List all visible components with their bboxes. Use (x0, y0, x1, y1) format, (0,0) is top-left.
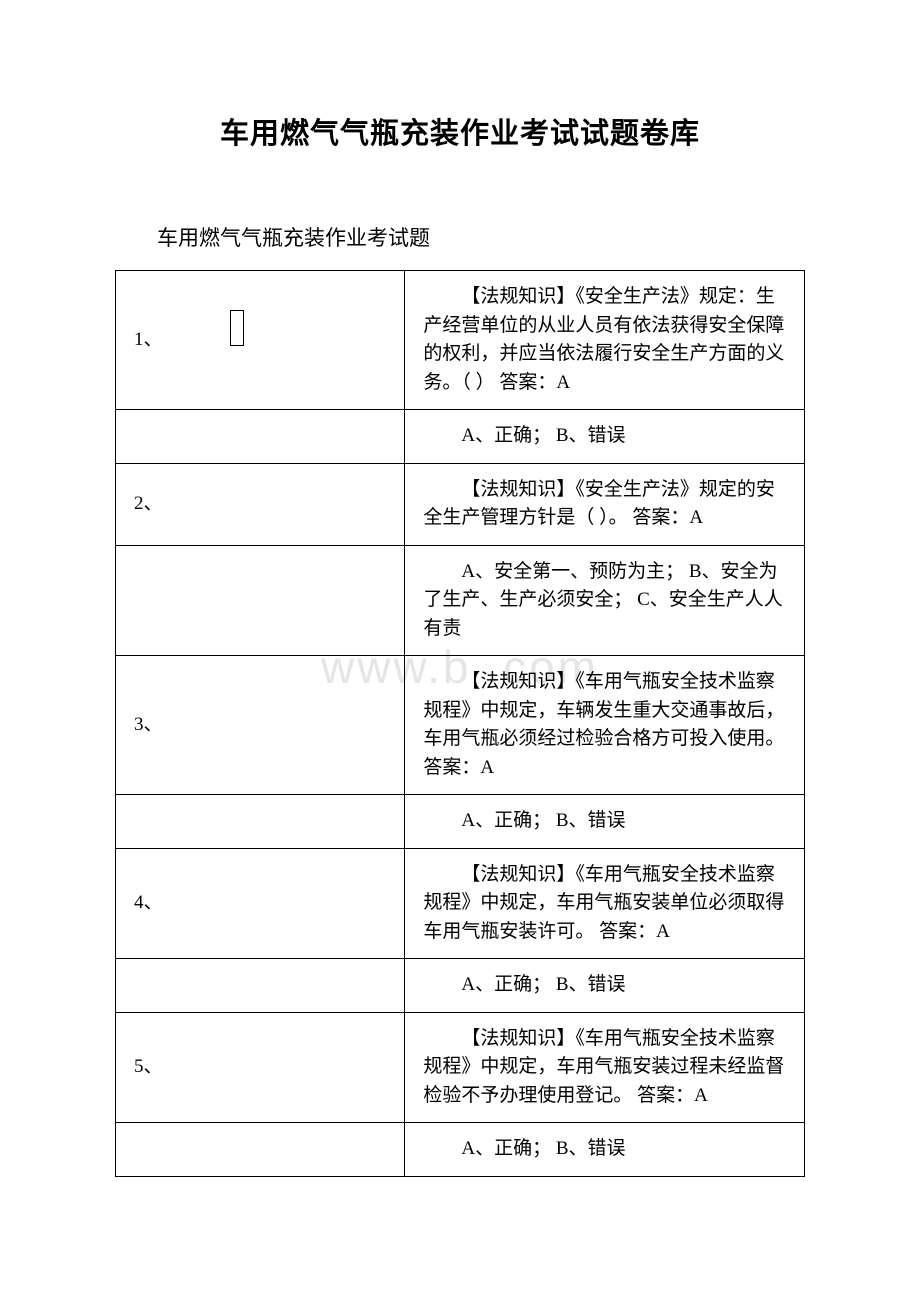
question-content: 【法规知识】《安全生产法》规定的安全生产管理方针是（ ）。 答案：A (405, 463, 805, 545)
table-row: A、正确； B、错误 (116, 410, 805, 464)
table-row: 5、【法规知识】《车用气瓶安全技术监察规程》中规定，车用气瓶安装过程未经监督检验… (116, 1012, 805, 1123)
question-content: 【法规知识】《车用气瓶安全技术监察规程》中规定，车用气瓶安装过程未经监督检验不予… (405, 1012, 805, 1123)
empty-cell (116, 1123, 405, 1177)
question-number: 4、 (116, 848, 405, 959)
question-number: 5、 (116, 1012, 405, 1123)
question-content: 【法规知识】《安全生产法》规定：生产经营单位的从业人员有依法获得安全保障的权利，… (405, 271, 805, 410)
question-options: A、安全第一、预防为主； B、安全为了生产、生产必须安全； C、安全生产人人有责 (405, 545, 805, 656)
document-subtitle: 车用燃气气瓶充装作业考试题 (115, 222, 805, 252)
question-options: A、正确； B、错误 (405, 795, 805, 849)
table-row: 2、【法规知识】《安全生产法》规定的安全生产管理方针是（ ）。 答案：A (116, 463, 805, 545)
empty-cell (116, 959, 405, 1013)
content-wrapper: 车用燃气气瓶充装作业考试试题卷库 车用燃气气瓶充装作业考试题 1、【法规知识】《… (115, 110, 805, 1177)
question-options: A、正确； B、错误 (405, 1123, 805, 1177)
question-options: A、正确； B、错误 (405, 410, 805, 464)
question-content: 【法规知识】《车用气瓶安全技术监察规程》中规定，车辆发生重大交通事故后，车用气瓶… (405, 656, 805, 795)
table-row: 1、【法规知识】《安全生产法》规定：生产经营单位的从业人员有依法获得安全保障的权… (116, 271, 805, 410)
table-row: A、正确； B、错误 (116, 795, 805, 849)
question-number: 2、 (116, 463, 405, 545)
empty-cell (116, 795, 405, 849)
question-content: 【法规知识】《车用气瓶安全技术监察规程》中规定，车用气瓶安装单位必须取得车用气瓶… (405, 848, 805, 959)
table-row: A、安全第一、预防为主； B、安全为了生产、生产必须安全； C、安全生产人人有责 (116, 545, 805, 656)
table-row: A、正确； B、错误 (116, 1123, 805, 1177)
table-row: 3、【法规知识】《车用气瓶安全技术监察规程》中规定，车辆发生重大交通事故后，车用… (116, 656, 805, 795)
table-row: 4、【法规知识】《车用气瓶安全技术监察规程》中规定，车用气瓶安装单位必须取得车用… (116, 848, 805, 959)
question-options: A、正确； B、错误 (405, 959, 805, 1013)
question-number: 1、 (116, 271, 405, 410)
empty-cell (116, 545, 405, 656)
table-row: A、正确； B、错误 (116, 959, 805, 1013)
divider-box (230, 310, 244, 346)
questions-table: 1、【法规知识】《安全生产法》规定：生产经营单位的从业人员有依法获得安全保障的权… (115, 270, 805, 1177)
empty-cell (116, 410, 405, 464)
document-title: 车用燃气气瓶充装作业考试试题卷库 (115, 110, 805, 152)
question-number: 3、 (116, 656, 405, 795)
